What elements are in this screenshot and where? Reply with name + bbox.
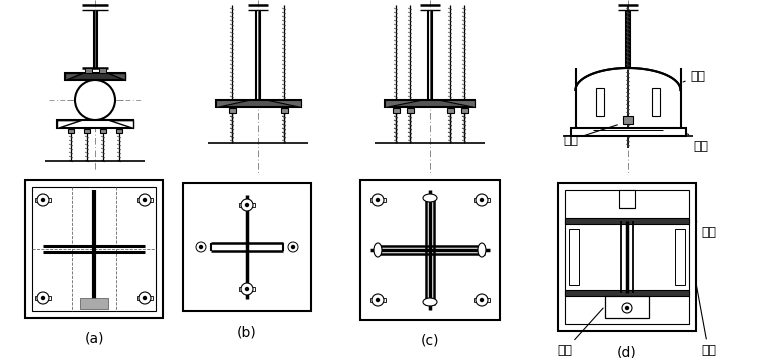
Text: 肋板: 肋板: [696, 286, 716, 358]
Circle shape: [292, 246, 295, 248]
Circle shape: [42, 296, 45, 300]
Circle shape: [144, 296, 147, 300]
Bar: [360, 180, 500, 320]
Bar: [447, 107, 454, 112]
Bar: [558, 183, 696, 331]
Bar: [565, 190, 689, 324]
Bar: [116, 129, 122, 133]
Bar: [25, 180, 163, 318]
Bar: [32, 187, 156, 311]
Bar: [565, 218, 689, 224]
Polygon shape: [385, 100, 420, 107]
Bar: [385, 100, 475, 107]
Bar: [569, 229, 579, 285]
Polygon shape: [108, 73, 125, 80]
Text: 垫板: 垫板: [557, 308, 603, 358]
Circle shape: [196, 242, 206, 252]
Bar: [239, 203, 255, 207]
Circle shape: [622, 303, 632, 313]
Bar: [370, 298, 386, 302]
Circle shape: [625, 306, 629, 310]
Polygon shape: [57, 120, 81, 128]
Circle shape: [480, 299, 483, 301]
Bar: [35, 198, 51, 202]
Bar: [619, 190, 635, 208]
Circle shape: [241, 283, 253, 295]
Text: 靴梁: 靴梁: [683, 69, 705, 82]
Circle shape: [42, 198, 45, 202]
Bar: [137, 296, 153, 300]
Polygon shape: [65, 73, 82, 80]
Circle shape: [476, 294, 488, 306]
Circle shape: [37, 194, 49, 206]
Circle shape: [372, 194, 384, 206]
Bar: [229, 107, 236, 112]
Text: (a): (a): [84, 332, 104, 346]
Bar: [65, 73, 125, 80]
Bar: [216, 100, 300, 107]
Bar: [100, 129, 106, 133]
Circle shape: [241, 199, 253, 211]
Text: (d): (d): [617, 345, 637, 358]
Polygon shape: [109, 120, 133, 128]
Circle shape: [476, 194, 488, 206]
Bar: [407, 107, 413, 112]
Bar: [571, 128, 686, 136]
Bar: [57, 120, 133, 128]
Circle shape: [144, 198, 147, 202]
Circle shape: [372, 294, 384, 306]
Text: (b): (b): [237, 325, 257, 339]
Text: (c): (c): [421, 334, 439, 348]
Bar: [35, 296, 51, 300]
Bar: [392, 107, 400, 112]
Bar: [239, 287, 255, 291]
Polygon shape: [268, 100, 300, 107]
Text: 底板: 底板: [688, 134, 708, 153]
Bar: [68, 129, 74, 133]
Circle shape: [288, 242, 298, 252]
Circle shape: [139, 194, 151, 206]
Circle shape: [376, 299, 379, 301]
Bar: [85, 68, 92, 73]
Ellipse shape: [478, 243, 486, 257]
Bar: [183, 183, 311, 311]
Polygon shape: [440, 100, 475, 107]
Ellipse shape: [423, 194, 437, 202]
Bar: [84, 129, 90, 133]
Bar: [370, 198, 386, 202]
Bar: [80, 298, 108, 309]
Text: 锚栓: 锚栓: [563, 125, 617, 146]
Circle shape: [75, 80, 115, 120]
Bar: [623, 116, 633, 124]
Circle shape: [37, 292, 49, 304]
Circle shape: [199, 246, 202, 248]
Circle shape: [139, 292, 151, 304]
Bar: [596, 88, 604, 116]
Circle shape: [376, 198, 379, 202]
Ellipse shape: [374, 243, 382, 257]
Polygon shape: [216, 100, 248, 107]
Circle shape: [480, 198, 483, 202]
Bar: [137, 198, 153, 202]
Circle shape: [245, 203, 249, 207]
Bar: [99, 68, 106, 73]
Bar: [565, 290, 689, 296]
Bar: [675, 229, 685, 285]
Text: 隔板: 隔板: [696, 221, 716, 240]
Ellipse shape: [423, 298, 437, 306]
Bar: [280, 107, 287, 112]
Bar: [461, 107, 467, 112]
Bar: [474, 198, 490, 202]
Circle shape: [245, 287, 249, 290]
Bar: [474, 298, 490, 302]
Bar: [605, 296, 649, 318]
Bar: [652, 88, 660, 116]
